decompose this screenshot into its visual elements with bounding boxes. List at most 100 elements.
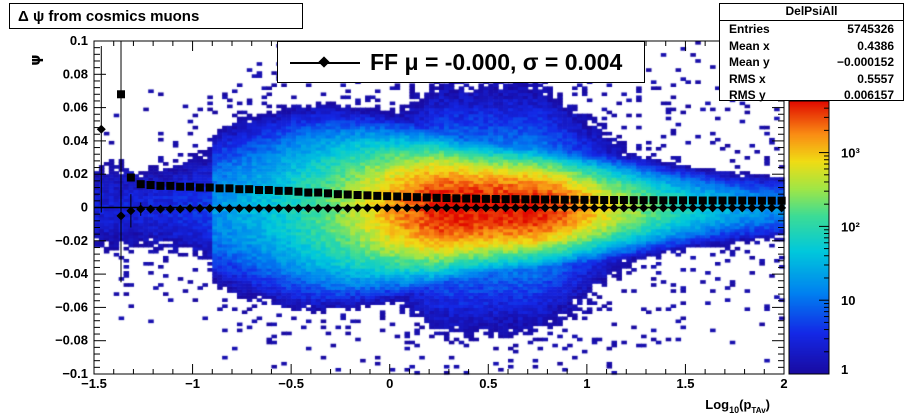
square-marker — [501, 195, 510, 204]
y-tick-label: −0.04 — [55, 266, 89, 281]
diamond-marker — [619, 203, 629, 213]
square-marker — [186, 182, 195, 191]
colorbar-frame — [788, 100, 830, 375]
diamond-marker — [520, 203, 530, 213]
diamond-marker — [372, 203, 382, 213]
diamond-marker — [540, 203, 550, 213]
diamond-marker — [96, 124, 106, 134]
square-marker — [462, 194, 471, 203]
stats-label: Entries — [729, 22, 770, 36]
y-tick-label: 0.06 — [63, 100, 88, 115]
y-tick-label: 0 — [81, 200, 88, 215]
y-tick-label: −0.02 — [55, 233, 88, 248]
stats-label: Mean y — [729, 55, 770, 69]
diamond-marker — [658, 203, 668, 213]
square-marker — [521, 195, 530, 204]
diamond-marker — [165, 204, 175, 214]
square-marker — [491, 195, 500, 204]
square-marker — [195, 183, 204, 192]
diamond-marker — [727, 203, 737, 213]
square-marker — [708, 196, 717, 205]
y-tick-label: 0.02 — [63, 166, 88, 181]
diamond-marker — [451, 203, 461, 213]
diamond-marker — [175, 204, 185, 214]
square-marker — [767, 196, 776, 205]
stats-box: DelPsiAll Entries 5745326 Mean x 0.4386 Me… — [719, 3, 904, 104]
stats-value: 0.5557 — [857, 71, 894, 86]
diamond-marker — [274, 203, 284, 213]
y-axis-title: ψ — [28, 54, 44, 65]
colorbar-tick-label: 1 — [841, 362, 848, 377]
stats-row-rms-y: RMS y 0.006157 — [720, 87, 903, 104]
y-tick-label: −0.1 — [62, 366, 88, 381]
x-tick-label: 1.5 — [676, 376, 694, 391]
square-marker — [284, 186, 293, 195]
square-marker — [314, 188, 323, 197]
y-tick-label: −0.08 — [55, 333, 88, 348]
x-tick-label: 1 — [583, 376, 590, 391]
diamond-marker — [491, 203, 501, 213]
square-marker — [235, 185, 244, 194]
diamond-marker — [678, 203, 688, 213]
y-tick-label: 0.1 — [70, 33, 88, 48]
diamond-marker — [708, 203, 718, 213]
diamond-marker — [303, 203, 313, 213]
x-tick-label: 0.5 — [479, 376, 497, 391]
square-marker — [669, 196, 678, 205]
square-marker — [550, 195, 559, 204]
diamond-marker — [293, 203, 303, 213]
square-marker — [472, 194, 481, 203]
x-tick-label: −1 — [185, 376, 200, 391]
square-marker — [205, 183, 214, 192]
stats-row-rms-x: RMS x 0.5557 — [720, 71, 903, 88]
diamond-marker — [215, 203, 225, 213]
colorbar-tick-label: 10³ — [841, 146, 860, 161]
square-marker — [728, 196, 737, 205]
stats-label: Mean x — [729, 38, 770, 53]
square-marker — [639, 196, 648, 205]
square-marker — [255, 186, 264, 195]
square-marker — [422, 193, 431, 202]
diamond-marker — [570, 203, 580, 213]
square-marker — [432, 193, 441, 202]
diamond-marker — [422, 203, 432, 213]
diamond-marker — [126, 206, 136, 216]
square-marker — [393, 192, 402, 201]
y-tick-label: 0.08 — [63, 66, 88, 81]
diamond-marker — [579, 203, 589, 213]
square-marker — [176, 182, 185, 191]
square-marker — [156, 181, 165, 190]
diamond-marker — [244, 203, 254, 213]
diamond-marker — [550, 203, 560, 213]
diamond-marker — [136, 204, 146, 214]
diamond-marker — [757, 203, 767, 213]
diamond-marker — [510, 203, 520, 213]
square-marker — [452, 194, 461, 203]
square-marker — [777, 196, 786, 205]
x-tick-label: 0 — [386, 376, 393, 391]
square-marker — [333, 190, 342, 199]
x-axis-title: Log10(pTAv) — [705, 397, 770, 415]
diamond-marker — [155, 204, 165, 214]
diamond-marker — [629, 203, 639, 213]
square-marker — [659, 196, 668, 205]
square-marker — [412, 193, 421, 202]
diamond-marker — [392, 203, 402, 213]
diamond-marker — [688, 203, 698, 213]
diamond-marker — [412, 203, 422, 213]
diamond-marker — [333, 203, 343, 213]
stats-row-mean-y: Mean y −0.000152 — [720, 54, 903, 71]
diamond-marker — [501, 203, 511, 213]
square-marker — [225, 184, 234, 193]
diamond-marker — [639, 203, 649, 213]
square-marker — [748, 196, 757, 205]
square-marker — [304, 188, 313, 197]
diamond-marker — [313, 203, 323, 213]
stats-row-mean-x: Mean x 0.4386 — [720, 38, 903, 55]
histogram-title-text: Δ ψ from cosmics muons — [18, 7, 200, 25]
square-marker — [580, 195, 589, 204]
diamond-marker — [648, 203, 658, 213]
square-marker — [481, 194, 490, 203]
y-tick-label: −0.06 — [55, 299, 88, 314]
